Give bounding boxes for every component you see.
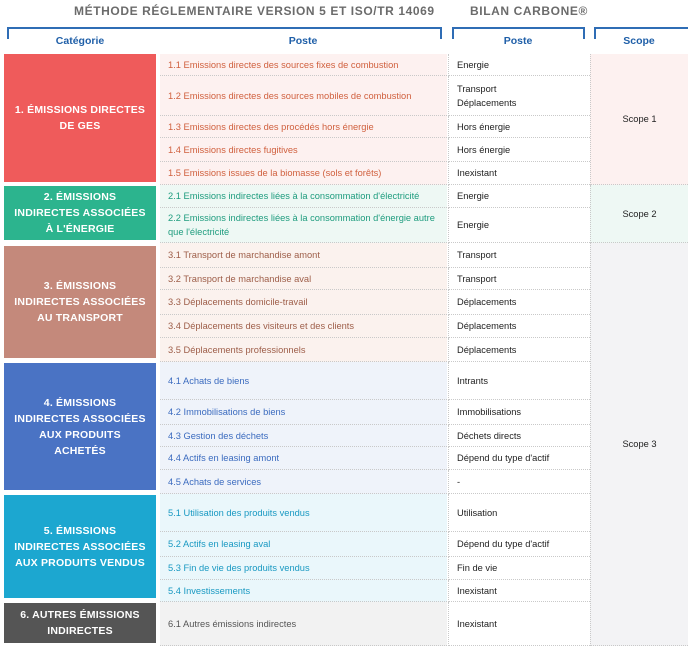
bilan-line: Inexistant [457,168,497,178]
bilan-cell: Déplacements [448,338,590,362]
bilan-line: Hors énergie [457,121,511,132]
poste-cell: 5.2 Actifs en leasing aval [160,532,447,557]
poste-cell: 1.1 Emissions directes des sources fixes… [160,54,447,76]
bilan-line: Transport [457,83,497,94]
bilan-cell: Intrants [448,362,590,400]
category-cell: 4. ÉMISSIONS INDIRECTES ASSOCIÉES AUX PR… [4,363,156,490]
bilan-line: Déplacements [457,344,517,355]
bilan-line: Dépend du type d'actif [457,453,550,463]
bilan-cell: - [448,470,590,494]
bilan-cell: Déchets directs [448,425,590,447]
poste-cell: 5.3 Fin de vie des produits vendus [160,557,447,580]
category-cell: 5. ÉMISSIONS INDIRECTES ASSOCIÉES AUX PR… [4,495,156,598]
bilan-cell: Transport Déplacements [448,76,590,116]
bilan-cell: Déplacements [448,290,590,315]
poste-cell: 1.2 Emissions directes des sources mobil… [160,76,447,116]
category-cell: 1. ÉMISSIONS DIRECTES DE GES [4,54,156,182]
bilan-cell: Hors énergie [448,116,590,138]
bilan-line: Energie [457,59,490,70]
poste-cell: 3.3 Déplacements domicile-travail [160,290,447,315]
bilan-line: Immobilisations [457,407,522,417]
bilan-cell: Inexistant [448,580,590,602]
bilan-cell: Immobilisations [448,400,590,425]
bilan-line: Hors énergie [457,144,511,155]
bilan-cell: Energie [448,208,590,243]
poste-cell: 4.5 Achats de services [160,470,447,494]
bilan-cell: Fin de vie [448,557,590,580]
left-title: MÉTHODE RÉGLEMENTAIRE VERSION 5 ET ISO/T… [74,4,435,18]
scope-cell: Scope 3 [590,243,688,646]
category-cell: 2. ÉMISSIONS INDIRECTES ASSOCIÉES À L'ÉN… [4,186,156,240]
bilan-cell: Utilisation [448,494,590,532]
bilan-line: Energie [457,191,490,201]
bilan-line: Utilisation [457,507,498,518]
bilan-line: - [457,476,461,487]
poste-cell: 5.4 Investissements [160,580,447,602]
bilan-cell: Inexistant [448,162,590,185]
poste-cell: 3.1 Transport de marchandise amont [160,243,447,268]
column-header: Poste [503,35,533,47]
bilan-line: Inexistant [457,618,497,629]
poste-cell: 5.1 Utilisation des produits vendus [160,494,447,532]
poste-cell: 2.1 Emissions indirectes liées à la cons… [160,185,447,208]
bilan-cell: Hors énergie [448,138,590,162]
scope-cell: Scope 2 [590,185,688,243]
header-rule [7,27,441,29]
poste-cell: 1.5 Emissions issues de la biomasse (sol… [160,162,447,185]
bilan-line: Dépend du type d'actif [457,539,550,549]
poste-cell: 4.4 Actifs en leasing amont [160,447,447,470]
bilan-line: Fin de vie [457,563,498,573]
column-header: Scope [623,35,655,47]
bilan-line: Energie [457,220,490,230]
bilan-line: Transport [457,250,497,260]
poste-cell: 1.4 Emissions directes fugitives [160,138,447,162]
right-title: BILAN CARBONE® [470,4,588,18]
bilan-cell: Energie [448,185,590,208]
column-header: Poste [288,35,318,47]
header-rule [7,27,9,39]
poste-cell: 4.3 Gestion des déchets [160,425,447,447]
poste-cell: 6.1 Autres émissions indirectes [160,602,447,646]
poste-cell: 1.3 Emissions directes des procédés hors… [160,116,447,138]
bilan-line: Inexistant [457,585,497,596]
bilan-line: Déchets directs [457,430,522,441]
category-cell: 6. AUTRES ÉMISSIONS INDIRECTES [4,603,156,643]
bilan-line: Intrants [457,375,489,386]
poste-cell: 4.1 Achats de biens [160,362,447,400]
bilan-line: Transport [457,273,497,284]
scope-cell: Scope 1 [590,54,688,185]
bilan-cell: Transport [448,268,590,290]
poste-cell: 3.2 Transport de marchandise aval [160,268,447,290]
poste-cell: 3.5 Déplacements professionnels [160,338,447,362]
header-rule [440,27,442,39]
bilan-cell: Energie [448,54,590,76]
bilan-cell: Déplacements [448,315,590,338]
header-rule [452,27,454,39]
header-rule [594,27,596,39]
column-header: Catégorie [55,35,105,47]
poste-cell: 3.4 Déplacements des visiteurs et des cl… [160,315,447,338]
bilan-line: Déplacements [457,97,517,108]
poste-cell: 2.2 Emissions indirectes liées à la cons… [160,208,447,243]
bilan-line: Déplacements [457,321,517,331]
bilan-cell: Inexistant [448,602,590,646]
category-cell: 3. ÉMISSIONS INDIRECTES ASSOCIÉES AU TRA… [4,246,156,358]
bilan-line: Déplacements [457,297,517,307]
bilan-cell: Transport [448,243,590,268]
poste-cell: 4.2 Immobilisations de biens [160,400,447,425]
header-rule [583,27,585,39]
bilan-cell: Dépend du type d'actif [448,532,590,557]
header-rule [594,27,688,29]
bilan-cell: Dépend du type d'actif [448,447,590,470]
header-rule [452,27,584,29]
